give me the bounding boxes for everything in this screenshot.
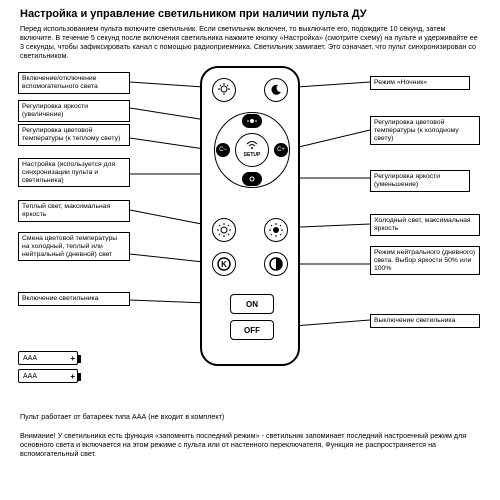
plus-icon: +	[70, 372, 75, 381]
brightness-up-btn	[242, 114, 262, 128]
svg-text:K: K	[221, 260, 227, 269]
contrast-icon	[268, 256, 284, 272]
plus-icon: +	[70, 354, 75, 363]
callout-cool-max: Холодный свет, максимальная яркость	[370, 214, 480, 236]
callout-night: Режим «Ночник»	[370, 76, 470, 90]
wifi-icon	[245, 140, 259, 150]
neutral-mode-btn	[264, 252, 288, 276]
callout-ct-warm: Регулировка цветовой температуры (к тепл…	[18, 124, 130, 146]
night-mode-btn	[264, 78, 288, 102]
battery-label: AAA	[23, 355, 37, 362]
callout-off: Выключение светильника	[370, 314, 480, 328]
battery-1: AAA +	[18, 351, 78, 365]
battery-area: AAA + AAA +	[18, 351, 78, 387]
ct-cycle-btn: K	[212, 252, 236, 276]
remote-diagram: C− C+ SETUP K ON OFF Включение/отключени…	[0, 66, 500, 406]
page-title: Настройка и управление светильником при …	[0, 0, 500, 24]
warm-max-btn	[212, 218, 236, 242]
callout-on: Включение светильника	[18, 292, 130, 306]
callout-bright-up: Регулировка яркости (увеличение)	[18, 100, 130, 122]
ct-warm-btn: C−	[216, 143, 230, 157]
remote-body: C− C+ SETUP K ON OFF	[200, 66, 300, 366]
aux-light-btn	[212, 78, 236, 102]
on-button: ON	[230, 294, 274, 314]
callout-aux-light: Включение/отключение вспомогательного св…	[18, 72, 130, 94]
k-icon: K	[216, 256, 232, 272]
callout-setup: Настройка (используется для синхронизаци…	[18, 158, 130, 187]
cool-max-btn	[264, 218, 288, 242]
bright-up-icon	[246, 117, 258, 125]
callout-bright-down: Регулировка яркости (уменьшение)	[370, 170, 470, 192]
setup-label: SETUP	[237, 152, 267, 158]
sun-fill-icon	[269, 223, 283, 237]
callout-ct-cycle: Смена цветовой температуры на холодный, …	[18, 232, 130, 261]
off-button: OFF	[230, 320, 274, 340]
callout-neutral: Режим нейтрального (дневного) света. Выб…	[370, 246, 480, 275]
battery-2: AAA +	[18, 369, 78, 383]
ct-cool-btn: C+	[274, 143, 288, 157]
setup-area: SETUP	[237, 140, 267, 158]
footer-battery-note: Пульт работает от батареек типа ААА (не …	[0, 410, 500, 423]
intro-text: Перед использованием пульта включите све…	[0, 24, 500, 66]
footer-warning: Внимание! У светильника есть функция «за…	[0, 429, 500, 460]
bulb-icon	[217, 83, 231, 97]
bright-down-icon	[246, 175, 258, 183]
brightness-down-btn	[242, 172, 262, 186]
battery-label: AAA	[23, 373, 37, 380]
moon-icon	[270, 84, 282, 96]
callout-ct-cool: Регулировка цветовой температуры (к холо…	[370, 116, 480, 145]
callout-warm-max: Теплый свет, максимальная яркость	[18, 200, 130, 222]
sun-outline-icon	[217, 223, 231, 237]
